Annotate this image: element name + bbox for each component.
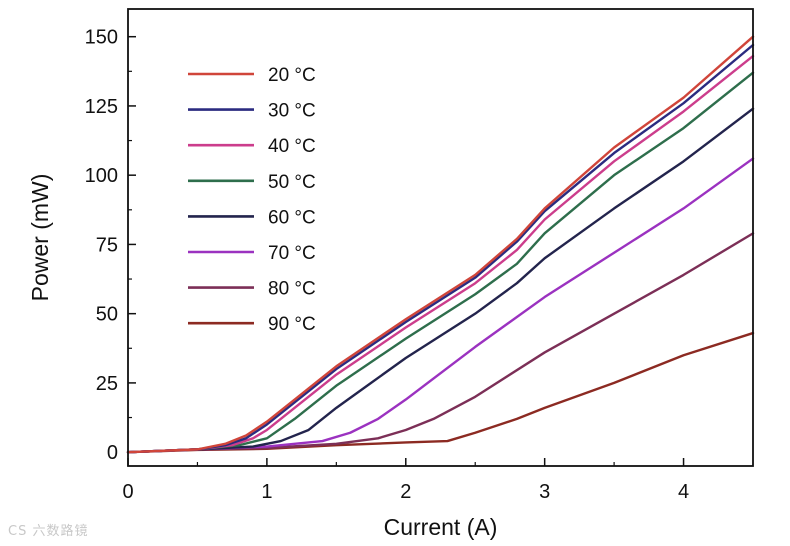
x-tick-labels: 0 1 2 3 4 (122, 481, 689, 503)
series-line (126, 232, 755, 454)
x-axis-label: Current (A) (384, 514, 498, 540)
legend-label: 20 °C (268, 65, 316, 86)
legend-label: 40 °C (268, 136, 316, 157)
series-line (126, 35, 755, 454)
series-line (126, 54, 755, 454)
x-tick-label: 3 (539, 481, 550, 503)
y-tick-label: 75 (96, 234, 118, 256)
y-tick-label: 50 (96, 304, 118, 326)
y-tick-label: 25 (96, 373, 118, 395)
plot-frame (127, 8, 754, 467)
legend-label: 60 °C (268, 207, 316, 228)
series-line (126, 71, 755, 454)
series-line (126, 107, 755, 454)
x-tick-label: 4 (678, 481, 689, 503)
series-line (126, 43, 755, 454)
legend-label: 90 °C (268, 314, 316, 335)
series-lines (126, 35, 755, 454)
legend-label: 70 °C (268, 243, 316, 264)
y-axis-label: Power (mW) (27, 174, 53, 302)
y-tick-label: 125 (85, 96, 118, 118)
y-tick-labels: 0 25 50 75 100 125 150 (85, 27, 118, 464)
x-tick-label: 0 (122, 481, 133, 503)
x-tick-label: 1 (261, 481, 272, 503)
x-tick-label: 2 (400, 481, 411, 503)
legend-label: 30 °C (268, 101, 316, 122)
legend: 20 °C 30 °C 40 °C 50 °C 60 °C 70 °C 80 °C 90 °C (188, 65, 316, 335)
y-tick-label: 100 (85, 165, 118, 187)
legend-label: 80 °C (268, 279, 316, 300)
y-tick-label: 0 (107, 442, 118, 464)
watermark: CS 六数路镜 (8, 524, 89, 539)
series-line (126, 331, 755, 454)
legend-label: 50 °C (268, 172, 316, 193)
y-tick-label: 150 (85, 27, 118, 49)
